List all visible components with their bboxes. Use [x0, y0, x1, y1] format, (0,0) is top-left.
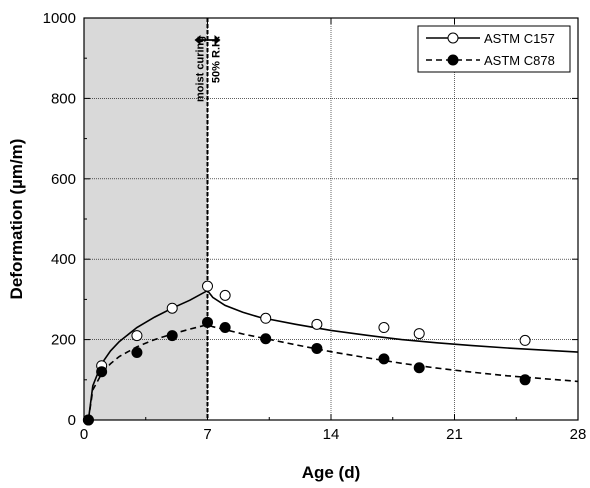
moist-curing-region — [84, 18, 208, 420]
series-1-point — [519, 374, 531, 386]
arrow-head-left — [194, 35, 201, 45]
series-layer — [82, 280, 579, 426]
series-0-point — [519, 334, 531, 346]
series-1-point — [311, 342, 323, 354]
moist-curing-label: moist curing — [195, 36, 207, 102]
x-tick-label: 14 — [323, 426, 340, 443]
series-0-point — [378, 322, 390, 334]
x-tick-label: 28 — [570, 426, 587, 443]
y-tick-label: 800 — [51, 90, 76, 107]
legend-entry-astm-c157: ASTM C157 — [426, 31, 555, 46]
y-tick-label: 0 — [68, 412, 76, 429]
x-tick-label: 0 — [80, 426, 88, 443]
series-0-point — [260, 312, 272, 324]
series-0-point — [219, 289, 231, 301]
legend-label-astm-c157: ASTM C157 — [484, 31, 555, 46]
grid-lines — [84, 18, 578, 420]
legend-entry-astm-c878: ASTM C878 — [426, 53, 555, 68]
legend-marker-0 — [447, 32, 459, 44]
y-tick-label: 400 — [51, 251, 76, 268]
series-1-point — [260, 333, 272, 345]
series-0-point — [166, 302, 178, 314]
tick-labels: 0 7 14 21 28 0 200 400 600 800 1000 — [43, 10, 587, 443]
x-axis-label: Age (d) — [302, 463, 361, 482]
x-tick-label: 21 — [446, 426, 463, 443]
series-1-point — [219, 322, 231, 334]
series-1-point — [166, 330, 178, 342]
x-tick-label: 7 — [203, 426, 211, 443]
y-tick-label: 600 — [51, 171, 76, 188]
legend-box — [417, 25, 571, 73]
legend-label-astm-c878: ASTM C878 — [484, 53, 555, 68]
y-axis-label: Deformation (µm/m) — [7, 139, 26, 300]
arrow-head-right — [214, 35, 221, 45]
relative-humidity-label: 50% R.H. — [211, 36, 223, 83]
y-tick-label: 1000 — [43, 10, 76, 27]
y-tick-label: 200 — [51, 332, 76, 349]
series-0-point — [413, 328, 425, 340]
series-1-point — [96, 366, 108, 378]
series-1-point — [131, 346, 143, 358]
legend: ASTM C157 ASTM C878 — [417, 25, 571, 73]
series-1-point — [202, 316, 213, 328]
series-1-fit-line — [87, 323, 579, 421]
curing-annotation: moist curing 50% R.H. — [194, 35, 223, 102]
legend-marker-1 — [447, 54, 459, 66]
series-0-point — [131, 330, 143, 342]
series-0-point — [202, 280, 213, 292]
series-1-point — [413, 362, 425, 374]
series-0-fit-line — [87, 289, 579, 421]
series-1-point — [378, 353, 390, 365]
series-0-point — [311, 318, 323, 330]
axes — [83, 17, 579, 421]
